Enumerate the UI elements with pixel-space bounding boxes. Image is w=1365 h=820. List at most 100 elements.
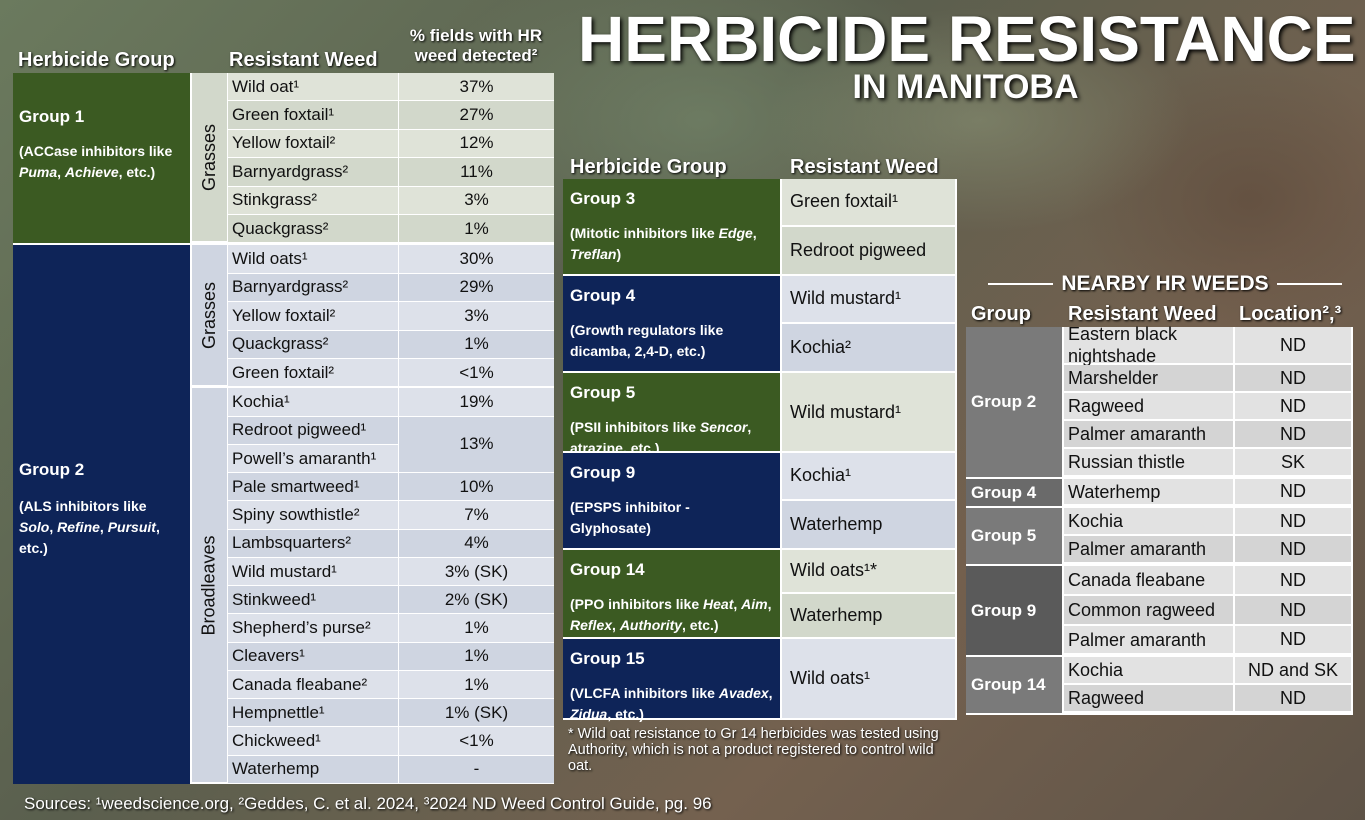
mid-group-label: Group 15 <box>570 649 645 668</box>
right-weed-row: Palmer amaranth <box>1064 536 1233 562</box>
table-row-pct: 4% <box>399 529 554 557</box>
table-row-pct: 2% (SK) <box>399 586 554 614</box>
table-row-pct: <1% <box>399 359 554 387</box>
left-header-group: Herbicide Group <box>18 49 175 71</box>
right-location-cell: SK <box>1235 449 1351 475</box>
right-weed-row: Palmer amaranth <box>1064 626 1233 653</box>
mid-group-label: Group 3 <box>570 189 636 208</box>
table-row-pct: 3% <box>399 302 554 330</box>
mid-weed-row: Kochia² <box>782 323 955 371</box>
table-row-pct: 30% <box>399 245 554 273</box>
table-row-weed: Barnyardgrass² <box>228 158 398 186</box>
table-row-weed: Spiny sowthistle² <box>228 501 398 529</box>
table-row-pct: 11% <box>399 158 554 186</box>
mid-header-group: Herbicide Group <box>570 156 727 178</box>
page-subtitle: IN MANITOBA <box>852 68 1079 106</box>
right-location-cell: ND <box>1235 566 1351 594</box>
table-row-pct: 7% <box>399 501 554 529</box>
mid-group-cell: Group 5 (PSII inhibitors like Sencor, atr… <box>563 373 780 456</box>
right-header-weed: Resistant Weed <box>1068 303 1217 325</box>
table-row-weed: Wild mustard¹ <box>228 557 398 586</box>
right-group-cell: Group 9 <box>966 566 1062 655</box>
table-row-weed: Hempnettle¹ <box>228 699 398 727</box>
mid-group-cell: Group 14 (PPO inhibitors like Heat, Aim, … <box>563 550 780 637</box>
mid-group-desc: (Mitotic inhibitors like Edge, Treflan) <box>570 225 757 262</box>
mid-group-desc: (PPO inhibitors like Heat, Aim, Reflex, … <box>570 596 772 633</box>
right-weed-row: Canada fleabane <box>1064 566 1233 594</box>
right-group-cell: Group 4 <box>966 479 1062 506</box>
table-row-weed: Yellow foxtail² <box>228 129 398 158</box>
table-row-weed: Barnyardgrass² <box>228 273 398 302</box>
middle-table: Group 3 (Mitotic inhibitors like Edge, Tr… <box>563 179 957 722</box>
right-group-label: Group 2 <box>971 392 1037 411</box>
table-row-pct: - <box>399 755 554 783</box>
left-header-weed: Resistant Weed <box>229 49 378 71</box>
table-row-weed: Stinkweed¹ <box>228 586 398 614</box>
mid-group-label: Group 14 <box>570 560 645 579</box>
table-row-weed: Chickweed¹ <box>228 727 398 755</box>
group2-broadleaves-label: Broadleaves <box>192 388 227 784</box>
table-row-pct: <1% <box>399 727 554 755</box>
right-weed-row: Waterhemp <box>1064 479 1233 504</box>
table-row-weed: Redroot pigweed¹ <box>228 416 398 444</box>
table-row-weed: Lambsquarters² <box>228 529 398 557</box>
mid-group-cell: Group 3 (Mitotic inhibitors like Edge, Tr… <box>563 179 780 274</box>
group1-cell: Group 1 (ACCase inhibitors like Puma, Ach… <box>13 73 190 244</box>
mid-group-desc: (PSII inhibitors like Sencor, atrazine, … <box>570 419 752 456</box>
mid-group-label: Group 9 <box>570 463 636 482</box>
mid-weed-row: Wild mustard¹ <box>782 276 955 322</box>
sources-line: Sources: ¹weedscience.org, ²Geddes, C. e… <box>24 794 712 813</box>
right-weed-row: Palmer amaranth <box>1064 421 1233 447</box>
group2-label: Group 2 <box>19 460 85 480</box>
page-title: HERBICIDE RESISTANCE <box>578 3 1356 75</box>
right-group-label: Group 5 <box>971 526 1037 545</box>
right-weed-row: Marshelder <box>1064 365 1233 391</box>
mid-weed-row: Waterhemp <box>782 593 955 637</box>
table-row-pct: 29% <box>399 273 554 302</box>
table-row-weed: Kochia¹ <box>228 388 398 416</box>
right-heading: NEARBY HR WEEDS <box>968 272 1352 296</box>
mid-weed-row: Wild oats¹* <box>782 550 955 592</box>
mid-group-desc: (VLCFA inhibitors like Avadex, Zidua, et… <box>570 685 773 722</box>
right-location-cell: ND <box>1235 421 1351 447</box>
group2-grasses-label: Grasses <box>192 245 227 388</box>
grasses-text: Grasses <box>199 123 219 191</box>
right-weed-row: Common ragweed <box>1064 596 1233 624</box>
left-table: Group 1 (ACCase inhibitors like Puma, Ach… <box>13 73 554 784</box>
mid-weed-row: Green foxtail¹ <box>782 179 955 225</box>
grasses-text: Grasses <box>199 281 219 349</box>
heading-rule-left <box>988 283 1054 285</box>
table-row-weed: Pale smartweed¹ <box>228 473 398 501</box>
right-location-cell: ND <box>1235 365 1351 391</box>
right-header-group: Group <box>971 303 1031 325</box>
right-location-cell: ND <box>1235 508 1351 534</box>
table-row-weed: Powell’s amaranth¹ <box>228 444 398 473</box>
mid-group-desc: (EPSPS inhibitor - Glyphosate) <box>570 499 690 536</box>
table-row-weed: Green foxtail² <box>228 359 398 387</box>
right-location-cell: ND <box>1235 327 1351 363</box>
mid-weed-row: Wild mustard¹ <box>782 373 955 451</box>
right-location-cell: ND <box>1235 536 1351 562</box>
right-location-cell: ND <box>1235 685 1351 711</box>
table-row-pct: 1% <box>399 642 554 670</box>
table-row-pct: 3% (SK) <box>399 557 554 586</box>
mid-group-label: Group 4 <box>570 286 636 305</box>
left-header-pct-text: % fields with HR weed detected² <box>409 26 543 65</box>
table-row-weed: Wild oat¹ <box>228 73 398 101</box>
table-row-weed: Cleavers¹ <box>228 642 398 670</box>
right-group-label: Group 9 <box>971 600 1037 620</box>
table-row-weed: Stinkgrass² <box>228 186 398 214</box>
mid-weed-row: Waterhemp <box>782 500 955 548</box>
right-group-cell: Group 2 <box>966 327 1062 477</box>
mid-weed-row: Wild oats¹ <box>782 639 955 718</box>
group1-label: Group 1 <box>19 107 85 126</box>
table-row-weed: Quackgrass² <box>228 215 398 243</box>
broadleaves-text: Broadleaves <box>199 535 220 636</box>
mid-group-label: Group 5 <box>570 383 636 402</box>
table-row-pct: 1% <box>399 215 554 243</box>
mid-footnote: * Wild oat resistance to Gr 14 herbicide… <box>568 726 939 774</box>
mid-weed-row: Redroot pigweed <box>782 226 955 274</box>
table-row-pct: 19% <box>399 388 554 416</box>
right-weed-row: Russian thistle <box>1064 449 1233 475</box>
table-row-pct: 10% <box>399 473 554 501</box>
